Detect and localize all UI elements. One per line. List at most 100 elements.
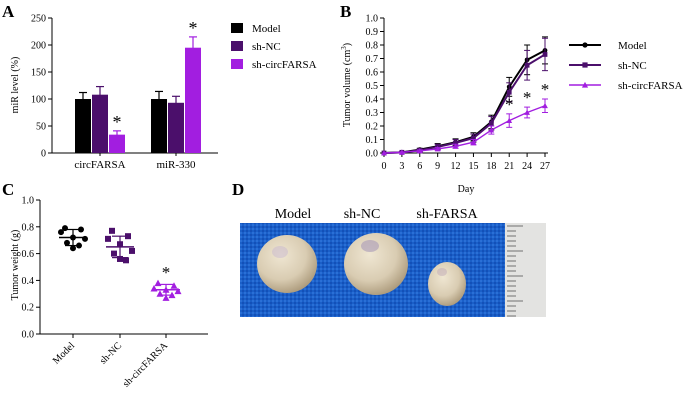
bar <box>75 99 91 153</box>
x-tick-label: 27 <box>540 161 550 172</box>
legend-swatch <box>231 23 243 33</box>
panel-b-line-chart: Tumor volume (cm3) 0.0 0.1 0.2 0.3 0.4 0.5 0.6… <box>340 14 683 196</box>
panel-a-y-ticks: 0 50 100 150 200 250 <box>31 14 52 160</box>
significance-star: * <box>505 95 514 114</box>
tumor-model-highlight <box>272 246 288 258</box>
photo-label-sh-farsa: sh-FARSA <box>416 207 478 222</box>
data-point <box>524 62 530 68</box>
y-tick-label: 0.9 <box>366 27 379 38</box>
x-tick-label: 21 <box>504 161 514 172</box>
panel-c-scatter-chart: Tumor weight (g) 0.0 0.2 0.4 0.6 0.8 1.0 * Mo… <box>10 196 208 390</box>
panel-a-ylabel: miR level (%) <box>10 57 21 114</box>
x-tick-label: 9 <box>435 161 440 172</box>
photo-label-model: Model <box>275 207 312 222</box>
y-tick-label: 100 <box>31 95 46 106</box>
panel-a-category-labels: circFARSA miR-330 <box>74 153 196 171</box>
y-tick-label: 0 <box>41 149 46 160</box>
panel-b-legend: Model sh-NC sh-circFARSA <box>569 40 683 92</box>
y-tick-label: 250 <box>31 14 46 25</box>
data-point <box>111 250 117 257</box>
legend-marker <box>582 62 588 68</box>
panel-label-a: A <box>2 2 15 21</box>
panel-c-groups: * <box>58 225 182 301</box>
panel-a-bars: ** <box>75 18 201 154</box>
y-tick-label: 0.1 <box>366 135 379 146</box>
y-tick-label: 0.8 <box>366 41 379 52</box>
y-tick-label: 0.6 <box>22 249 35 260</box>
data-point <box>488 120 494 126</box>
legend-swatch <box>231 59 243 69</box>
y-tick-label: 0.3 <box>366 108 379 119</box>
data-point <box>105 235 111 242</box>
y-tick-label: 0.0 <box>22 330 35 341</box>
x-tick-label: 3 <box>399 161 404 172</box>
y-tick-label: 200 <box>31 41 46 52</box>
x-tick-label: 6 <box>417 161 422 172</box>
data-point <box>162 294 170 301</box>
data-point <box>470 139 477 145</box>
data-point <box>162 286 170 293</box>
y-tick-label: 150 <box>31 68 46 79</box>
data-point <box>64 239 70 246</box>
data-point <box>488 127 495 133</box>
x-tick-label: 12 <box>451 161 461 172</box>
category-label: Model <box>51 340 77 366</box>
y-tick-label: 0.4 <box>366 95 379 106</box>
legend-swatch <box>231 41 243 51</box>
significance-star: * <box>189 18 198 38</box>
tumor-sh-nc-highlight <box>361 240 379 252</box>
category-label: sh-NC <box>98 340 124 366</box>
panel-b-ylabel: Tumor volume (cm3) <box>340 43 353 127</box>
data-point <box>125 233 131 240</box>
data-point <box>471 135 476 141</box>
data-point <box>70 245 76 252</box>
y-tick-label: 0.2 <box>22 303 35 314</box>
data-point <box>82 235 88 242</box>
photo-label-sh-nc: sh-NC <box>344 207 381 222</box>
series-line <box>383 105 546 154</box>
data-point <box>416 148 423 154</box>
category-label: miR-330 <box>156 159 196 171</box>
data-point <box>62 225 68 232</box>
data-point <box>506 117 513 123</box>
ruler-ticks <box>507 225 523 317</box>
y-tick-label: 0.6 <box>366 68 379 79</box>
legend-label: sh-circFARSA <box>618 80 683 92</box>
panel-c-y-ticks: 0.0 0.2 0.4 0.6 0.8 1.0 <box>22 196 40 341</box>
panel-a-legend: Model sh-NC sh-circFARSA <box>231 23 317 71</box>
panel-b-xlabel: Day <box>458 184 475 195</box>
panel-label-b: B <box>340 2 351 21</box>
x-tick-label: 18 <box>486 161 496 172</box>
panel-b-y-ticks: 0.0 0.1 0.2 0.3 0.4 0.5 0.6 0.7 0.8 0.9 1.0 <box>366 14 384 160</box>
legend-label: sh-NC <box>252 41 281 53</box>
tumor-sh-farsa-highlight <box>437 268 447 276</box>
data-point <box>129 247 135 254</box>
panel-c-ylabel: Tumor weight (g) <box>10 230 21 301</box>
data-point <box>381 150 387 156</box>
data-point <box>453 140 458 146</box>
data-point <box>78 226 84 233</box>
photo-ruler <box>505 223 546 317</box>
bar <box>109 134 125 153</box>
data-point <box>170 282 178 289</box>
data-point <box>542 52 548 57</box>
data-point <box>150 284 158 292</box>
panel-b-series: * * * <box>381 36 549 156</box>
category-label: sh-circFARSA <box>121 340 171 390</box>
y-tick-label: 1.0 <box>22 196 35 207</box>
panel-b-x-ticks: 0 3 6 9 12 15 18 21 24 27 <box>382 153 550 172</box>
data-point <box>398 149 405 155</box>
data-point <box>168 291 176 299</box>
y-tick-label: 0.7 <box>366 54 379 65</box>
x-tick-label: 24 <box>522 161 532 172</box>
data-point <box>506 89 512 95</box>
data-point <box>123 257 129 264</box>
y-tick-label: 0.8 <box>22 222 35 233</box>
legend-label: Model <box>618 40 647 52</box>
category-label: circFARSA <box>74 159 125 171</box>
data-point <box>58 229 64 236</box>
data-point <box>117 255 123 262</box>
